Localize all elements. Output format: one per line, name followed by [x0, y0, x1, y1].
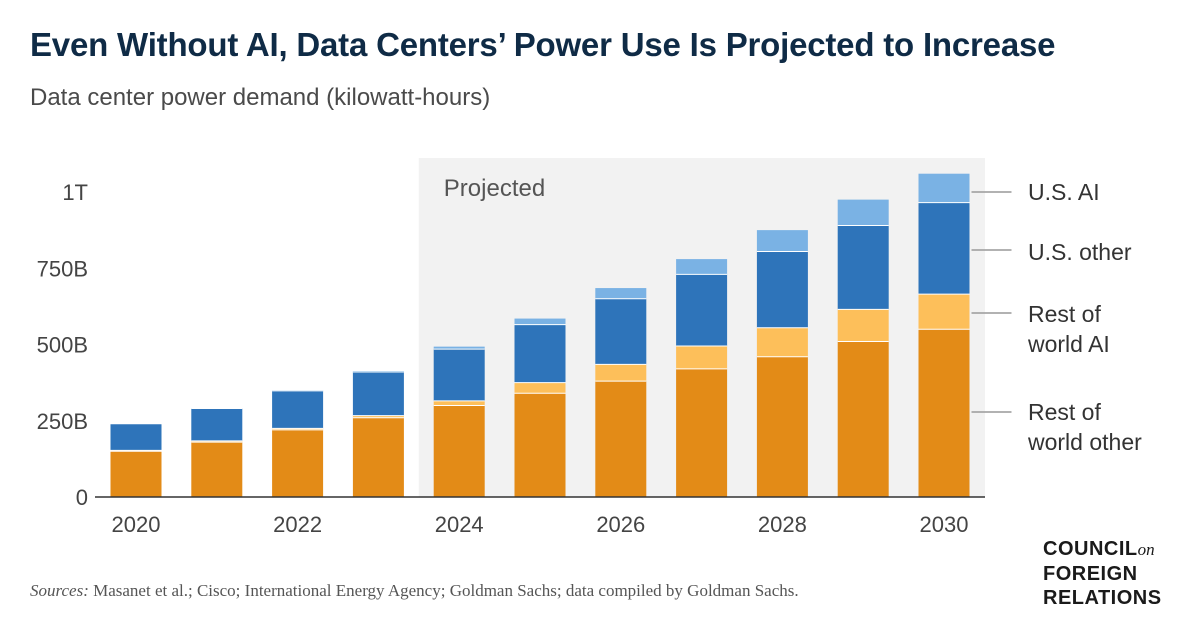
- bar-segment: [514, 382, 566, 394]
- y-tick-label: 500B: [37, 333, 88, 358]
- bar-segment: [918, 173, 970, 203]
- legend-label: U.S. other: [1028, 239, 1132, 265]
- bar-segment: [595, 364, 647, 382]
- sources-text: Masanet et al.; Cisco; International Ene…: [88, 581, 799, 600]
- logo-line-2: FOREIGN: [1043, 563, 1138, 585]
- bar-segment: [756, 251, 808, 328]
- logo-line-1: COUNCILon: [1043, 538, 1155, 560]
- legend-label: world AI: [1027, 331, 1110, 357]
- bar-segment: [433, 349, 485, 401]
- cfr-logo: COUNCILon FOREIGN RELATIONS: [1043, 537, 1162, 610]
- x-tick-label: 2024: [435, 512, 484, 537]
- bar-segment: [676, 274, 728, 347]
- bar-segment: [918, 329, 970, 497]
- sources-lead: Sources:: [30, 581, 89, 600]
- bar-segment: [110, 423, 162, 451]
- x-tick-label: 2030: [920, 512, 969, 537]
- bar-segment: [110, 451, 162, 497]
- bar-segment: [837, 199, 889, 226]
- bar-segment: [272, 429, 324, 497]
- legend-label: Rest of: [1028, 301, 1101, 327]
- bar-segment: [191, 408, 243, 441]
- bar-segment: [837, 309, 889, 342]
- legend-label: world other: [1027, 429, 1142, 455]
- chart-title: Even Without AI, Data Centers’ Power Use…: [30, 26, 1056, 63]
- bar-segment: [756, 230, 808, 252]
- bar-segment: [433, 400, 485, 406]
- bar-segment: [756, 356, 808, 497]
- x-tick-label: 2020: [112, 512, 161, 537]
- bar-segment: [676, 259, 728, 275]
- bar-segment: [191, 442, 243, 497]
- bar-segment: [514, 318, 566, 325]
- bar-segment: [918, 202, 970, 295]
- bar-segment: [918, 294, 970, 330]
- bar-segment: [837, 225, 889, 310]
- bar-segment: [756, 327, 808, 357]
- y-tick-label: 250B: [37, 409, 88, 434]
- chart-subtitle: Data center power demand (kilowatt-hours…: [30, 84, 491, 111]
- bar-segment: [514, 393, 566, 497]
- bar-segment: [433, 346, 485, 350]
- bar-segment: [595, 288, 647, 299]
- bar-segment: [595, 381, 647, 497]
- x-tick-label: 2022: [273, 512, 322, 537]
- legend-label: Rest of: [1028, 399, 1101, 425]
- bar-segment: [837, 341, 889, 497]
- x-tick-label: 2026: [596, 512, 645, 537]
- stacked-bar-chart: Projected 0 250B 500B 750B 1T 2020 2022 2024 2026…: [37, 158, 1142, 537]
- projected-label: Projected: [444, 175, 545, 202]
- bar-segment: [352, 371, 404, 416]
- bar-segment: [514, 324, 566, 383]
- bar-segment: [676, 368, 728, 497]
- bar-segment: [433, 405, 485, 497]
- logo-line-3: RELATIONS: [1043, 587, 1162, 609]
- logo-on: on: [1137, 540, 1155, 559]
- bar-segment: [191, 440, 243, 443]
- bar-segment: [352, 415, 404, 418]
- y-tick-label: 0: [76, 485, 88, 510]
- bar-segment: [272, 390, 324, 429]
- sources-note: Sources: Masanet et al.; Cisco; Internat…: [30, 581, 799, 601]
- y-tick-label: 1T: [62, 180, 88, 205]
- x-tick-label: 2028: [758, 512, 807, 537]
- bar-segment: [595, 298, 647, 365]
- bar-segment: [352, 417, 404, 497]
- bar-segment: [676, 346, 728, 369]
- bar-segment: [272, 428, 324, 430]
- legend-label: U.S. AI: [1028, 179, 1100, 205]
- y-tick-label: 750B: [37, 256, 88, 281]
